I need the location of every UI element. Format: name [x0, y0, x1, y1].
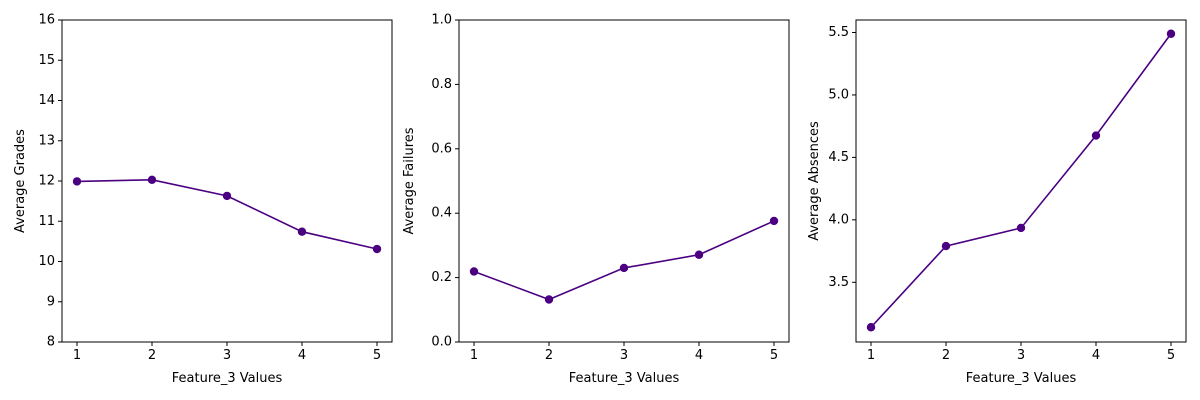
chart-1-data-point	[297, 227, 307, 236]
chart-3-data-point	[1016, 223, 1026, 233]
chart-2-x-tick-label: 1	[470, 348, 478, 363]
chart-3-y-tick-label: 4.5	[828, 150, 849, 165]
chart-1-y-tick-label: 9	[47, 294, 55, 309]
chart-2-data-point	[544, 295, 554, 304]
chart-3-y-tick-label: 5.0	[828, 87, 849, 102]
chart-1-x-axis-label: Feature_3 Values	[172, 371, 283, 386]
chart-2-x-tick-label: 4	[695, 348, 703, 363]
chart-3-data-point	[941, 241, 951, 251]
chart-1-x-tick-label: 3	[223, 348, 231, 363]
chart-1-y-tick-label: 12	[38, 174, 55, 189]
chart-2: 0.0 0.2 0.4 0.6 0.8 1.0 1 2 3 4 5 Feature_3 Values A…	[402, 13, 790, 386]
chart-3-x-tick-label: 1	[867, 348, 875, 363]
chart-1-y-tick-label: 11	[38, 214, 55, 229]
chart-1-y-tick-label: 8	[47, 335, 55, 350]
chart-2-y-tick-label: 1.0	[431, 13, 452, 28]
chart-2-data-point	[469, 267, 479, 276]
chart-1-x-tick-label: 5	[373, 348, 381, 363]
chart-1-axes-frame	[61, 19, 393, 343]
chart-1-data-point	[147, 175, 157, 184]
chart-2-data-point	[769, 216, 779, 226]
chart-2-y-tick-label: 0.0	[431, 335, 452, 350]
chart-3-y-tick-label: 5.5	[828, 25, 849, 40]
chart-1-y-tick-label: 14	[38, 93, 55, 108]
chart-1-data-point	[222, 191, 232, 201]
chart-2-y-tick-label: 0.2	[431, 270, 452, 285]
chart-1-data-point	[72, 177, 82, 186]
chart-2-y-tick-label: 0.8	[431, 77, 452, 92]
chart-2-x-tick-label: 5	[770, 348, 778, 363]
chart-2-x-axis-label: Feature_3 Values	[569, 371, 680, 386]
chart-1-y-tick-label: 10	[38, 254, 55, 269]
chart-3-x-tick-label: 5	[1167, 348, 1175, 363]
chart-2-x-tick-label: 3	[620, 348, 628, 363]
chart-3-data-point	[866, 323, 876, 332]
chart-3-x-tick-label: 2	[942, 348, 950, 363]
chart-2-data-point	[694, 250, 704, 259]
chart-1-y-tick-label: 16	[38, 13, 55, 28]
chart-2-axes-frame	[458, 19, 790, 343]
chart-3-data-point	[1091, 131, 1101, 140]
chart-3-x-tick-label: 4	[1092, 348, 1100, 363]
chart-3-y-tick-label: 4.0	[828, 212, 849, 227]
chart-2-y-tick-label: 0.4	[431, 206, 452, 221]
chart-3-axes-frame	[855, 19, 1187, 343]
chart-1-y-axis-label: Average Grades	[13, 129, 28, 233]
chart-3: 3.5 4.0 4.5 5.0 5.5 1 2 3 4 5 Feature_3 Values Aver…	[807, 19, 1187, 386]
chart-2-y-tick-label: 0.6	[431, 141, 452, 156]
chart-1-x-tick-label: 1	[73, 348, 81, 363]
chart-3-y-axis-label: Average Absences	[807, 121, 822, 241]
chart-2-x-tick-label: 2	[545, 348, 553, 363]
chart-3-x-tick-label: 3	[1017, 348, 1025, 363]
chart-3-x-axis-label: Feature_3 Values	[966, 371, 1077, 386]
chart-1-y-tick-label: 13	[38, 133, 55, 148]
chart-1-x-tick-label: 4	[298, 348, 306, 363]
chart-3-data-point	[1166, 29, 1176, 38]
chart-1-data-point	[372, 244, 382, 254]
chart-2-data-point	[619, 263, 629, 273]
chart-1-x-tick-label: 2	[148, 348, 156, 363]
chart-2-y-axis-label: Average Failures	[402, 127, 417, 234]
chart-3-y-tick-label: 3.5	[828, 275, 849, 290]
chart-1-y-tick-label: 15	[38, 53, 55, 68]
